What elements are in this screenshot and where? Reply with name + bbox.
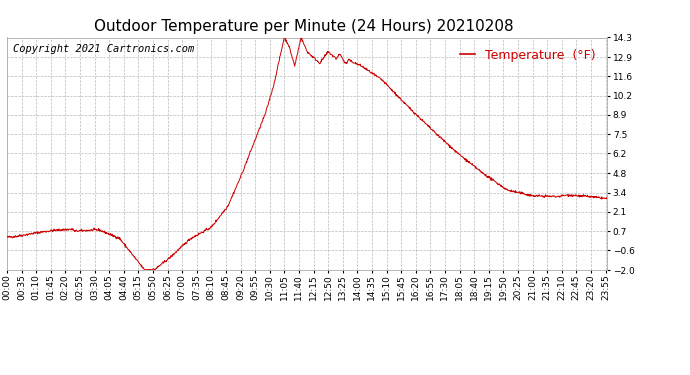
Text: Outdoor Temperature per Minute (24 Hours) 20210208: Outdoor Temperature per Minute (24 Hours…	[94, 19, 513, 34]
Legend: Temperature  (°F): Temperature (°F)	[455, 44, 601, 67]
Text: Copyright 2021 Cartronics.com: Copyright 2021 Cartronics.com	[13, 45, 194, 54]
